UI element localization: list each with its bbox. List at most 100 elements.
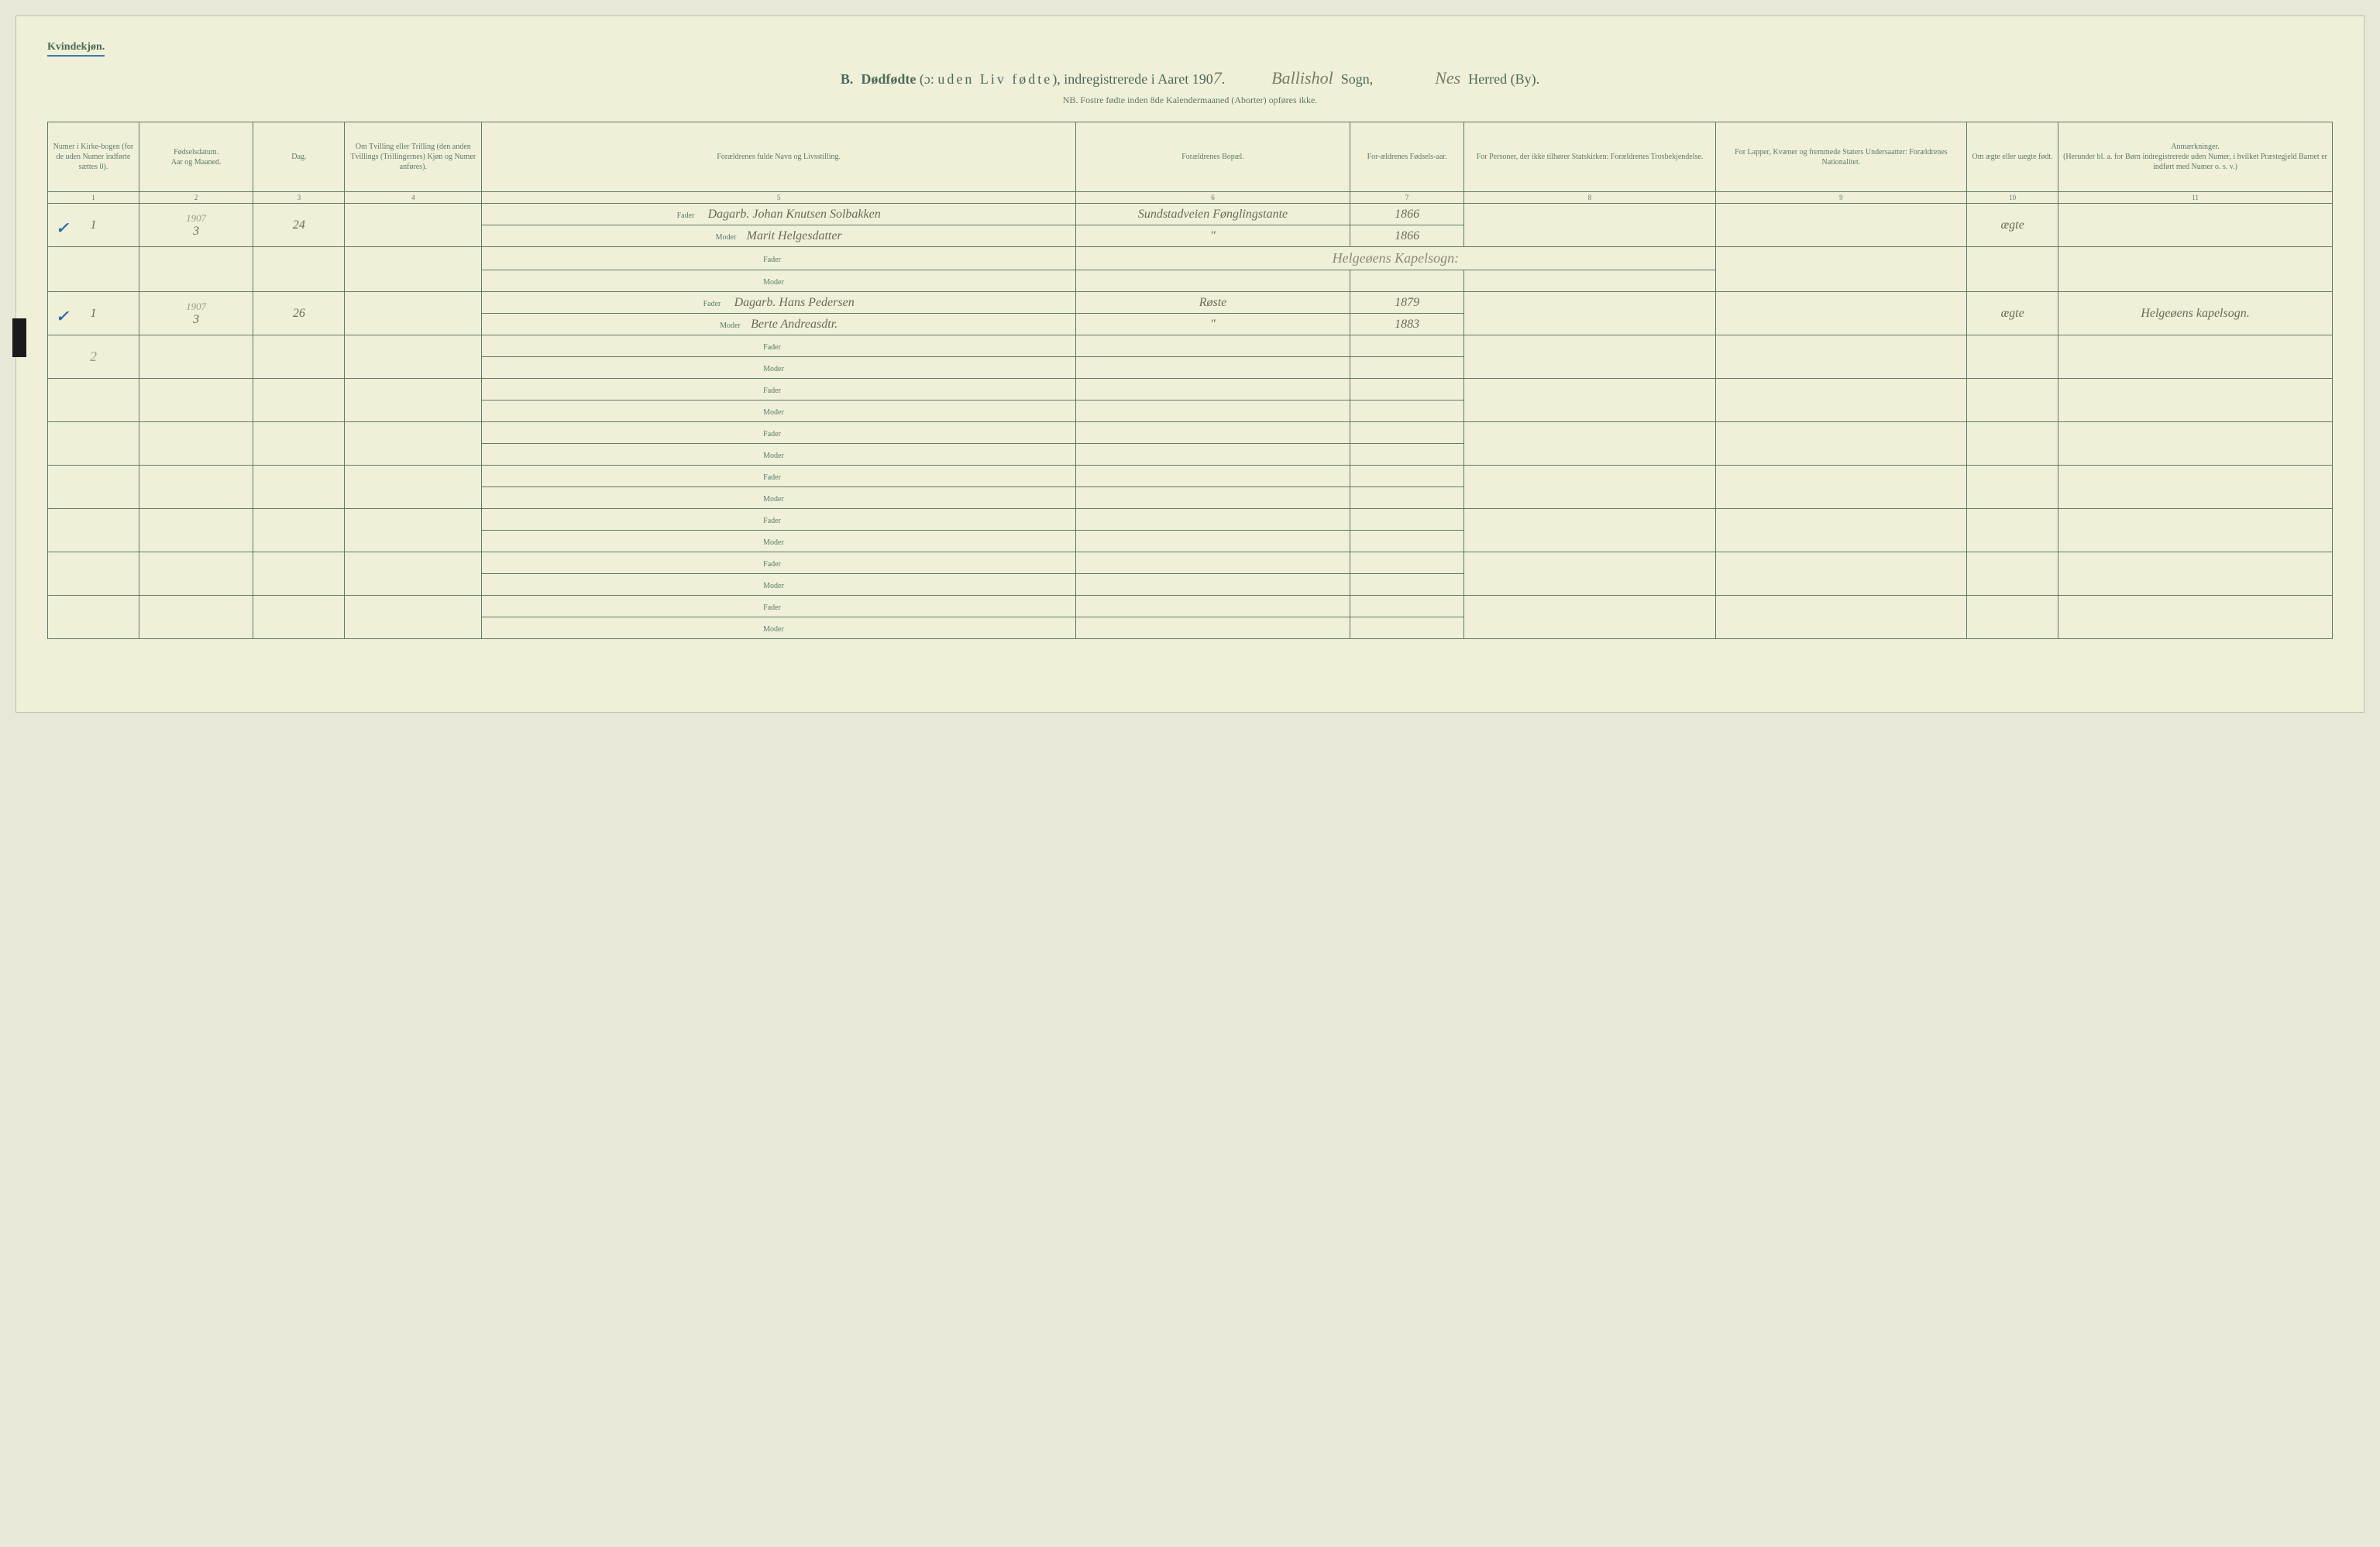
col-header: Fødselsdatum.Aar og Maaned.: [139, 122, 253, 192]
table-cell: [1076, 357, 1350, 379]
table-cell: ✓1: [48, 292, 139, 335]
col-number: 5: [482, 192, 1076, 204]
table-cell: [1076, 466, 1350, 487]
table-cell: [139, 466, 253, 509]
table-cell: [1076, 335, 1350, 357]
register-table: Numer i Kirke-bogen (for de uden Numer i…: [47, 122, 2333, 639]
table-cell: ægte: [1967, 204, 2058, 247]
table-cell: ": [1076, 314, 1350, 335]
title-main: Dødfødte (ɔ: uden Liv fødte), indregistr…: [861, 68, 1225, 88]
table-cell: [1967, 335, 2058, 379]
table-cell: ModerMarit Helgesdatter: [482, 225, 1076, 247]
table-cell: [1967, 247, 2058, 292]
title-row: B. Dødfødte (ɔ: uden Liv fødte), indregi…: [47, 68, 2333, 88]
table-cell: [1715, 422, 1966, 466]
table-cell: [345, 379, 482, 422]
table-cell: [1715, 596, 1966, 639]
col-header: Forældrenes Bopæl.: [1076, 122, 1350, 192]
table-cell: [1464, 422, 1715, 466]
col-header: For Lapper, Kvæner og fremmede Staters U…: [1715, 122, 1966, 192]
table-cell: [1715, 292, 1966, 335]
table-cell: 24: [253, 204, 345, 247]
table-cell: 26: [253, 292, 345, 335]
table-cell: [1464, 596, 1715, 639]
table-cell: [48, 466, 139, 509]
document-page: Kvindekjøn. B. Dødfødte (ɔ: uden Liv fød…: [15, 15, 2365, 713]
table-cell: [1350, 379, 1463, 401]
table-cell: [1967, 466, 2058, 509]
table-cell: [1350, 531, 1463, 552]
table-cell: [1350, 422, 1463, 444]
table-cell: Fader: [482, 247, 1076, 270]
table-cell: Fader: [482, 596, 1076, 617]
table-cell: [1464, 379, 1715, 422]
col-number: 9: [1715, 192, 1966, 204]
table-cell: 1879: [1350, 292, 1463, 314]
table-cell: Helgeøens kapelsogn.: [2058, 292, 2333, 335]
table-cell: [1350, 552, 1463, 574]
table-cell: [345, 422, 482, 466]
table-cell: [1350, 401, 1463, 422]
table-cell: 1866: [1350, 225, 1463, 247]
col-number: 11: [2058, 192, 2333, 204]
table-cell: Moder: [482, 444, 1076, 466]
table-cell: [1715, 247, 1966, 292]
table-cell: [48, 552, 139, 596]
table-cell: 1866: [1350, 204, 1463, 225]
col-header: For-ældrenes Fødsels-aar.: [1350, 122, 1463, 192]
col-header: Om Tvilling eller Trilling (den anden Tv…: [345, 122, 482, 192]
herred-written: Nes: [1435, 68, 1460, 88]
col-header: Anmærkninger.(Herunder bl. a. for Børn i…: [2058, 122, 2333, 192]
gender-label: Kvindekjøn.: [47, 41, 105, 57]
table-cell: [2058, 552, 2333, 596]
table-cell: [1350, 466, 1463, 487]
table-cell: [48, 247, 139, 292]
table-cell: [1076, 487, 1350, 509]
table-cell: [139, 335, 253, 379]
table-cell: Fader: [482, 379, 1076, 401]
black-tab-marker: [12, 318, 26, 357]
table-cell: 19073: [139, 204, 253, 247]
table-cell: [1715, 552, 1966, 596]
table-cell: [1464, 552, 1715, 596]
table-cell: [1350, 509, 1463, 531]
table-cell: [1076, 531, 1350, 552]
col-number: 10: [1967, 192, 2058, 204]
table-row: ✓11907324FaderDagarb. Johan Knutsen Solb…: [48, 204, 2333, 225]
table-cell: [345, 292, 482, 335]
col-header: Dag.: [253, 122, 345, 192]
table-cell: FaderDagarb. Johan Knutsen Solbakken: [482, 204, 1076, 225]
table-cell: [253, 247, 345, 292]
col-number: 4: [345, 192, 482, 204]
table-cell: [253, 422, 345, 466]
header-row: Numer i Kirke-bogen (for de uden Numer i…: [48, 122, 2333, 192]
table-cell: [1076, 596, 1350, 617]
table-cell: [1464, 292, 1715, 335]
table-cell: [1967, 422, 2058, 466]
table-row: Fader: [48, 466, 2333, 487]
table-row: Fader: [48, 422, 2333, 444]
table-cell: [1967, 552, 2058, 596]
col-number: 2: [139, 192, 253, 204]
table-cell: [2058, 422, 2333, 466]
col-header: Om ægte eller uægte født.: [1967, 122, 2058, 192]
table-cell: [139, 422, 253, 466]
table-cell: [253, 335, 345, 379]
table-cell: [1715, 379, 1966, 422]
table-cell: Moder: [482, 617, 1076, 639]
table-row: 2Fader: [48, 335, 2333, 357]
check-mark: ✓: [56, 307, 69, 326]
table-row: ✓11907326FaderDagarb. Hans PedersenRøste…: [48, 292, 2333, 314]
table-cell: Helgeøens Kapelsogn:: [1076, 247, 1716, 270]
table-cell: 1883: [1350, 314, 1463, 335]
table-cell: Røste: [1076, 292, 1350, 314]
table-cell: [1076, 379, 1350, 401]
table-cell: [1967, 379, 2058, 422]
table-cell: [1350, 444, 1463, 466]
table-body: ✓1 1907324 FaderDagarb. Johan Knutsen Solb…: [48, 204, 2333, 639]
table-cell: Moder: [482, 401, 1076, 422]
col-header: Forældrenes fulde Navn og Livsstilling.: [482, 122, 1076, 192]
col-number: 7: [1350, 192, 1463, 204]
table-cell: [48, 379, 139, 422]
table-cell: [139, 247, 253, 292]
